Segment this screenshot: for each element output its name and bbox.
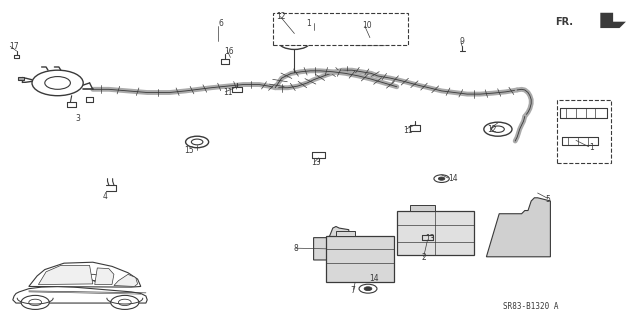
- Text: 10: 10: [362, 21, 372, 30]
- Bar: [397, 211, 474, 255]
- Polygon shape: [314, 226, 349, 260]
- Circle shape: [45, 77, 70, 89]
- Bar: [336, 231, 355, 236]
- Text: SR83-B1320 A: SR83-B1320 A: [504, 302, 559, 311]
- Polygon shape: [114, 274, 138, 286]
- Text: 16: 16: [224, 47, 234, 56]
- Text: 14: 14: [369, 274, 379, 283]
- Polygon shape: [486, 198, 550, 257]
- Text: 13: 13: [426, 234, 435, 243]
- Text: 8: 8: [293, 244, 298, 253]
- Circle shape: [111, 295, 139, 309]
- Circle shape: [21, 295, 49, 309]
- Text: 11: 11: [223, 88, 232, 97]
- Text: 9: 9: [460, 37, 465, 46]
- Text: 6: 6: [219, 19, 224, 28]
- Bar: [557, 100, 611, 163]
- Text: 3: 3: [76, 114, 81, 122]
- Circle shape: [278, 33, 310, 49]
- Circle shape: [287, 38, 302, 45]
- Text: 14: 14: [448, 174, 458, 183]
- Circle shape: [32, 70, 83, 96]
- Text: 1: 1: [306, 19, 310, 28]
- Text: 11: 11: [403, 126, 413, 135]
- Circle shape: [364, 287, 372, 291]
- Circle shape: [484, 122, 512, 136]
- Text: 5: 5: [545, 195, 550, 204]
- Bar: [410, 205, 435, 211]
- Polygon shape: [29, 262, 141, 287]
- Polygon shape: [600, 13, 626, 28]
- Circle shape: [492, 126, 504, 132]
- Circle shape: [434, 175, 449, 182]
- Circle shape: [191, 139, 203, 145]
- Text: 13: 13: [312, 158, 321, 167]
- Text: 12: 12: [276, 12, 286, 21]
- Bar: [273, 13, 408, 45]
- Bar: [18, 77, 24, 80]
- Circle shape: [29, 299, 42, 306]
- Text: 15: 15: [184, 146, 194, 155]
- Text: 1: 1: [589, 143, 593, 152]
- Circle shape: [438, 177, 445, 180]
- Bar: [326, 236, 394, 282]
- Circle shape: [359, 284, 377, 293]
- Text: 17: 17: [10, 42, 19, 51]
- Text: 7: 7: [351, 286, 356, 295]
- Polygon shape: [13, 286, 147, 303]
- Text: 12: 12: [488, 125, 497, 134]
- Circle shape: [186, 136, 209, 148]
- Text: FR.: FR.: [555, 17, 573, 27]
- Circle shape: [86, 274, 99, 281]
- Text: 4: 4: [102, 192, 108, 201]
- Text: 2: 2: [421, 253, 426, 262]
- Circle shape: [118, 299, 131, 306]
- Polygon shape: [95, 268, 114, 285]
- Polygon shape: [38, 265, 93, 285]
